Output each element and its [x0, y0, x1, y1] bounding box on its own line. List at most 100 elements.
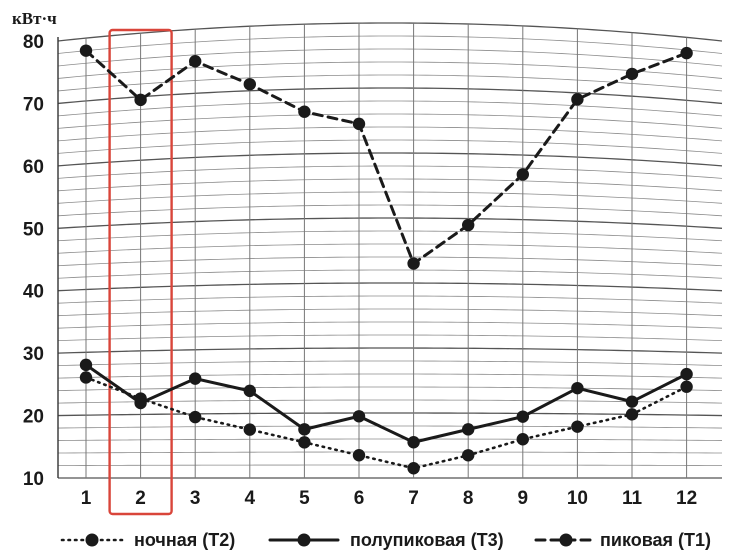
data-point: [516, 168, 529, 181]
x-tick-label: 1: [81, 488, 92, 509]
y-tick-label: 70: [23, 94, 44, 115]
gridline-minor: [57, 308, 723, 317]
data-point: [462, 449, 475, 462]
y-tick-label: 80: [23, 32, 44, 53]
gridline-major: [57, 412, 723, 417]
data-point: [298, 436, 311, 449]
legend: ночная (Т2) полупиковая (Т3) пиковая (Т1): [60, 530, 711, 550]
x-tick-label: 2: [135, 488, 146, 509]
y-tick-label: 50: [23, 219, 44, 240]
gridline-minor: [57, 48, 723, 67]
data-point: [680, 380, 693, 393]
data-point: [571, 93, 584, 106]
data-point: [189, 372, 202, 385]
data-point: [625, 408, 639, 421]
gridline-minor: [57, 399, 723, 404]
data-point: [516, 410, 529, 423]
series: [79, 44, 693, 475]
x-tick-label: 12: [676, 488, 697, 509]
gridline-minor: [57, 113, 723, 129]
gridline-minor: [57, 165, 723, 179]
series-line-3: [84, 49, 689, 266]
data-point: [352, 449, 366, 462]
x-tick-label: 10: [567, 488, 588, 509]
data-point: [462, 218, 475, 232]
data-point: [680, 46, 693, 60]
gridline-minor: [57, 451, 723, 454]
legend-label: полупиковая (Т3): [350, 530, 504, 550]
x-tick-label: 8: [463, 488, 474, 509]
gridline-minor: [57, 191, 723, 204]
data-point: [189, 55, 202, 68]
y-tick-label: 60: [23, 157, 44, 178]
data-point: [243, 384, 256, 398]
gridline-major: [57, 347, 723, 354]
data-point: [571, 381, 584, 395]
gridline-minor: [57, 178, 723, 192]
x-tick-label: 7: [408, 488, 419, 509]
gridline-minor: [57, 334, 723, 342]
gridline-minor: [57, 100, 723, 117]
gridline-minor: [57, 386, 723, 391]
data-point: [352, 410, 366, 423]
gridline-minor: [57, 139, 723, 154]
y-tick-label: 30: [23, 344, 44, 365]
data-point: [516, 433, 529, 446]
gridline-minor: [57, 269, 723, 279]
data-point: [79, 358, 93, 372]
x-tick-label: 5: [299, 488, 310, 509]
gridline-major: [57, 282, 723, 292]
data-point: [243, 423, 256, 436]
x-tick-label: 11: [622, 488, 643, 509]
x-tick-label: 6: [354, 488, 365, 509]
data-point: [352, 117, 366, 131]
legend-label: ночная (Т2): [134, 530, 235, 550]
x-tick-label: 3: [190, 488, 201, 509]
gridline-major: [57, 87, 723, 105]
data-point: [407, 436, 420, 449]
data-point: [243, 78, 256, 91]
data-point: [134, 93, 147, 107]
gridline-major: [57, 152, 723, 167]
gridline-minor: [57, 243, 723, 254]
gridline-minor: [57, 464, 723, 466]
data-point: [79, 44, 93, 57]
gridline-minor: [57, 35, 723, 54]
gridline-minor: [57, 360, 723, 367]
data-point: [407, 462, 420, 475]
series-line-2: [84, 363, 689, 444]
data-point: [407, 257, 420, 270]
data-point: [625, 395, 639, 408]
gridline-minor: [57, 321, 723, 329]
data-point: [625, 67, 639, 81]
x-tick-label: 4: [245, 488, 256, 509]
gridline-minor: [57, 425, 723, 429]
y-axis-unit-label: кВт·ч: [12, 9, 57, 28]
data-point: [680, 367, 693, 381]
gridline-major: [57, 22, 723, 42]
x-tick-label: 9: [518, 488, 529, 509]
gridline-minor: [57, 126, 723, 142]
gridline-minor: [57, 438, 723, 441]
legend-label: пиковая (Т1): [600, 530, 711, 550]
gridline-minor: [57, 230, 723, 242]
data-point: [134, 396, 147, 410]
data-point: [571, 420, 584, 433]
gridline-minor: [57, 204, 723, 217]
gridline-major: [57, 217, 723, 229]
data-point: [189, 410, 202, 424]
data-point: [79, 371, 93, 384]
gridline-minor: [57, 256, 723, 267]
gridline-minor: [57, 373, 723, 379]
highlight: [108, 28, 173, 516]
y-tick-label: 40: [23, 282, 44, 303]
legend-marker: [85, 533, 99, 547]
gridline-minor: [57, 295, 723, 304]
data-point: [462, 423, 475, 436]
data-point: [298, 423, 311, 436]
y-tick-label: 10: [23, 469, 44, 490]
series-line-1: [84, 376, 688, 470]
gridline-minor: [57, 61, 723, 79]
